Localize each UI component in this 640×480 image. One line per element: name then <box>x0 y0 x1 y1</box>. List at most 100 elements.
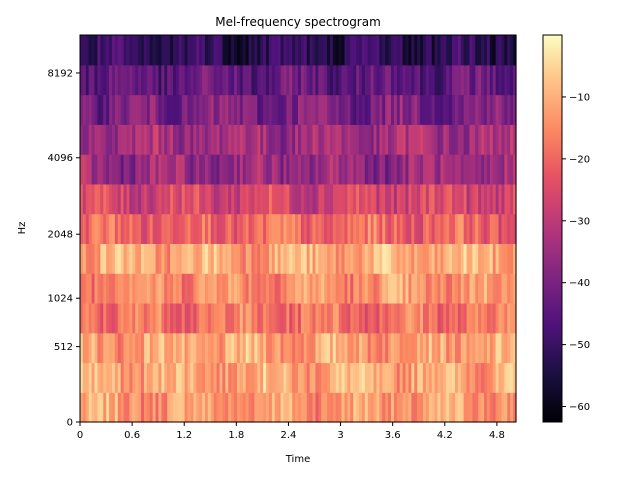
heatmap-cell <box>103 154 107 185</box>
heatmap-cell <box>111 64 116 96</box>
heatmap-cell <box>324 183 328 215</box>
heatmap-cell <box>504 124 508 155</box>
heatmap-cell <box>321 213 325 244</box>
heatmap-cell <box>475 392 479 423</box>
heatmap-cell <box>510 273 514 304</box>
heatmap-cell <box>306 302 311 334</box>
heatmap-cell <box>202 243 206 274</box>
heatmap-cell <box>353 94 357 125</box>
heatmap-cell <box>190 124 194 155</box>
heatmap-cell <box>289 154 293 185</box>
heatmap-cell <box>271 392 276 423</box>
heatmap-cell <box>141 64 145 96</box>
heatmap-cell <box>460 64 465 96</box>
heatmap-cell <box>408 213 412 244</box>
heatmap-cell <box>486 64 491 96</box>
heatmap-cell <box>437 64 442 96</box>
heatmap-cell <box>489 243 494 274</box>
heatmap-cell <box>193 94 197 125</box>
heatmap-cell <box>422 213 427 244</box>
heatmap-cell <box>405 392 410 423</box>
heatmap-cell <box>222 64 226 96</box>
heatmap-cell <box>274 213 279 244</box>
heatmap-cell <box>446 362 450 393</box>
heatmap-cell <box>457 302 462 334</box>
heatmap-cell <box>434 392 439 423</box>
heatmap-cell <box>213 213 218 244</box>
heatmap-cell <box>391 124 395 155</box>
heatmap-cell <box>167 94 171 125</box>
heatmap-cell <box>225 302 229 334</box>
heatmap-cell <box>347 243 351 274</box>
heatmap-cell <box>411 64 415 96</box>
heatmap-cell <box>292 392 296 423</box>
heatmap-cell <box>199 213 203 244</box>
heatmap-cell <box>434 302 439 334</box>
heatmap-cell <box>283 64 287 96</box>
heatmap-cell <box>123 64 128 96</box>
heatmap-cell <box>80 183 84 215</box>
heatmap-cell <box>280 302 285 334</box>
heatmap-cell <box>495 273 500 304</box>
heatmap-cell <box>88 124 93 155</box>
heatmap-cell <box>449 35 453 66</box>
heatmap-cell <box>481 302 485 334</box>
heatmap-cell <box>425 392 430 423</box>
heatmap-cell <box>207 183 212 215</box>
heatmap-cell <box>117 35 122 66</box>
heatmap-cell <box>242 154 247 185</box>
heatmap-cell <box>283 243 287 274</box>
heatmap-cell <box>97 243 101 274</box>
heatmap-cell <box>472 64 476 96</box>
heatmap-cell <box>292 273 296 304</box>
heatmap-cell <box>196 183 200 215</box>
heatmap-cell <box>173 332 177 364</box>
heatmap-cell <box>495 183 500 215</box>
heatmap-cell <box>321 302 325 334</box>
heatmap-cell <box>292 332 296 364</box>
heatmap-cell <box>207 94 212 125</box>
heatmap-cell <box>405 302 410 334</box>
heatmap-cell <box>428 94 433 125</box>
heatmap-cell <box>266 302 270 334</box>
heatmap-cell <box>82 94 87 125</box>
heatmap-cell <box>123 124 128 155</box>
heatmap-cell <box>344 273 349 304</box>
heatmap-cell <box>408 64 412 96</box>
heatmap-cell <box>501 273 505 304</box>
heatmap-cell <box>242 392 247 423</box>
heatmap-cell <box>271 273 276 304</box>
heatmap-cell <box>338 243 343 274</box>
x-tick-label: 3 <box>337 430 343 441</box>
heatmap-cell <box>164 154 168 185</box>
heatmap-cell <box>367 302 372 334</box>
heatmap-cell <box>510 302 514 334</box>
heatmap-cell <box>475 35 479 66</box>
heatmap-cell <box>109 183 113 215</box>
heatmap-cell <box>408 154 412 185</box>
heatmap-cell <box>236 392 241 423</box>
heatmap-cell <box>425 273 430 304</box>
heatmap-cell <box>327 332 331 364</box>
heatmap-cell <box>161 392 165 423</box>
heatmap-cell <box>298 213 302 244</box>
heatmap-cell <box>399 302 404 334</box>
heatmap-cell <box>266 273 270 304</box>
chart-title: Mel-frequency spectrogram <box>215 15 381 29</box>
heatmap-cell <box>111 302 116 334</box>
heatmap-cell <box>422 392 427 423</box>
heatmap-cell <box>370 183 375 215</box>
colorbar-gradient <box>542 34 563 423</box>
heatmap-cell <box>141 392 145 423</box>
heatmap-cell <box>103 64 107 96</box>
heatmap-cell <box>245 243 250 274</box>
heatmap-cell <box>132 392 136 423</box>
heatmap-cell <box>329 273 334 304</box>
heatmap-cell <box>382 213 386 244</box>
heatmap-cell <box>489 362 494 393</box>
heatmap-cell <box>364 154 369 185</box>
heatmap-cell <box>126 213 131 244</box>
heatmap-cell <box>370 94 375 125</box>
heatmap-cell <box>443 124 447 155</box>
heatmap-cell <box>469 124 473 155</box>
